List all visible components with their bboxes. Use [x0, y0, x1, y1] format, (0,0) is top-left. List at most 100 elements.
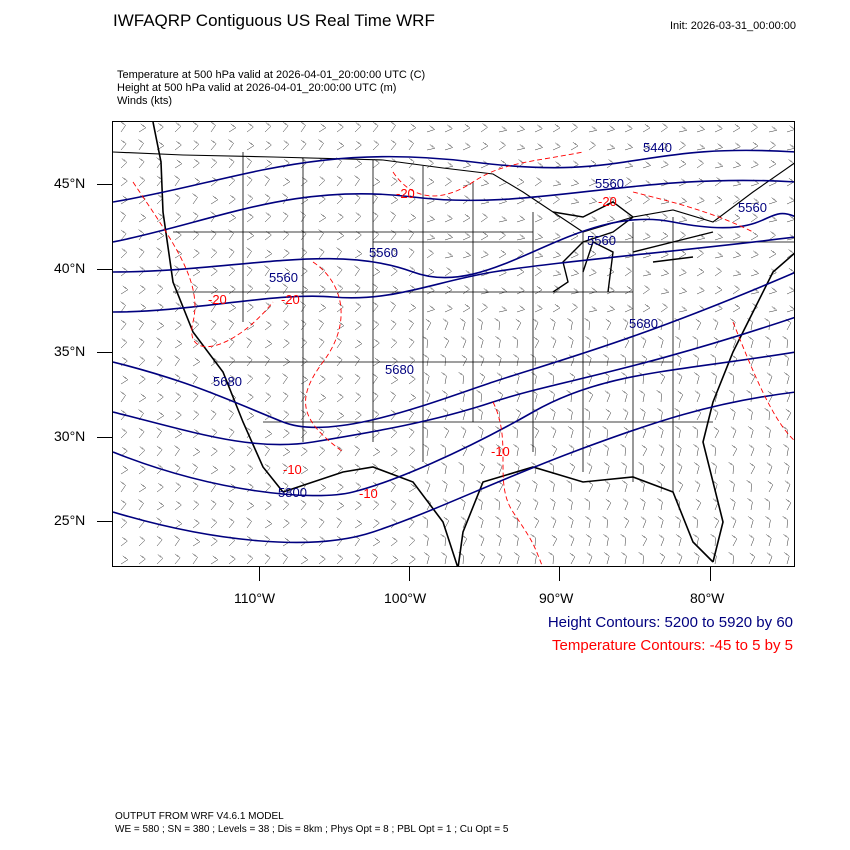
wind-barb [786, 125, 794, 133]
wind-barb [678, 231, 686, 241]
height-label: 5680 [385, 362, 414, 377]
wind-barb [588, 216, 598, 223]
temperature-contour [492, 401, 543, 566]
wind-barb [300, 356, 308, 367]
wind-barb [228, 194, 236, 205]
height-label: 5440 [643, 140, 672, 155]
wind-barb [408, 374, 416, 385]
wind-barb [444, 233, 454, 241]
wind-barb [606, 286, 615, 295]
wind-barb [768, 141, 776, 151]
wind-barb [550, 498, 556, 511]
wind-barb [603, 353, 609, 367]
wind-barb [264, 482, 272, 493]
wind-barb [246, 501, 255, 511]
wind-barb [696, 196, 705, 205]
wind-barb [714, 252, 724, 259]
temperature-label: -10 [491, 444, 510, 459]
wind-barb [531, 371, 537, 385]
wind-barb [156, 535, 163, 547]
wind-barb [336, 247, 342, 259]
wind-barb [228, 157, 235, 169]
wind-barb [624, 143, 634, 151]
wind-barb [748, 444, 755, 457]
wind-barb [318, 213, 327, 223]
wind-barb [210, 248, 218, 259]
wind-barb [138, 464, 146, 475]
wind-barb [228, 247, 235, 259]
wind-barb [120, 499, 127, 511]
temperature-field-label: Temperature at 500 hPa valid at 2026-04-… [117, 69, 426, 81]
wind-barb [478, 444, 485, 457]
wind-barb [228, 374, 236, 385]
wind-barb [210, 285, 219, 295]
wind-barb [228, 409, 234, 421]
wind-barb [552, 142, 561, 151]
wind-barb [480, 288, 490, 295]
wind-barb [570, 250, 579, 259]
wind-barb [442, 390, 448, 403]
wind-barb [659, 462, 666, 475]
wind-barb [642, 195, 650, 205]
wind-barb [372, 301, 379, 313]
wind-barb [783, 533, 789, 547]
wind-barb [354, 355, 360, 367]
wind-barb [354, 373, 361, 385]
wind-barb [318, 554, 326, 565]
wind-barb [570, 269, 580, 277]
wind-barb [533, 516, 540, 529]
height-label: 5560 [369, 245, 398, 260]
wind-barb [354, 122, 362, 133]
wind-barb [138, 247, 145, 259]
wind-barb [696, 159, 704, 169]
wind-barb [390, 195, 399, 205]
wind-barb [138, 213, 147, 223]
wind-barb [264, 302, 272, 313]
wind-barb [714, 267, 722, 277]
wind-barb [570, 123, 578, 133]
wind-barb [512, 515, 518, 529]
wind-barb [282, 193, 288, 205]
wind-barb [714, 195, 723, 205]
wind-barb [441, 371, 447, 385]
wind-barb [496, 462, 503, 475]
wind-barb [336, 265, 343, 277]
wind-barb [444, 285, 453, 295]
wind-barb [676, 534, 682, 547]
wind-barb [588, 249, 597, 259]
wind-barb [120, 319, 127, 331]
wind-barb [120, 211, 126, 223]
wind-barb [516, 234, 526, 241]
wind-barb [390, 465, 399, 475]
wind-barb [300, 446, 308, 457]
wind-barb [605, 318, 612, 331]
wind-barb [228, 319, 234, 331]
wind-barb [692, 335, 698, 349]
wind-barb [336, 321, 345, 331]
wind-barb [640, 408, 646, 421]
wind-barb [390, 536, 398, 547]
wind-barb [462, 285, 470, 295]
wind-barb [728, 551, 734, 565]
wind-barb [494, 317, 500, 331]
wind-barb [765, 515, 771, 529]
wind-barb [318, 446, 326, 457]
wind-barb [174, 140, 182, 151]
wind-barb [444, 162, 454, 169]
wind-barb [156, 247, 162, 259]
wind-barb [676, 552, 683, 565]
temperature-contour [632, 191, 754, 233]
wind-barb [120, 139, 127, 151]
wind-barb [515, 498, 522, 511]
wind-barb [585, 515, 591, 529]
wind-barb [676, 354, 682, 367]
wind-barb [372, 158, 380, 169]
wind-barb [192, 140, 200, 151]
wind-barb [120, 122, 126, 133]
wind-barb [748, 516, 754, 529]
wind-barb [660, 231, 669, 241]
wind-barb [120, 338, 128, 349]
wind-barb [712, 408, 719, 421]
wind-barb [336, 535, 343, 547]
wind-barb [282, 122, 289, 133]
